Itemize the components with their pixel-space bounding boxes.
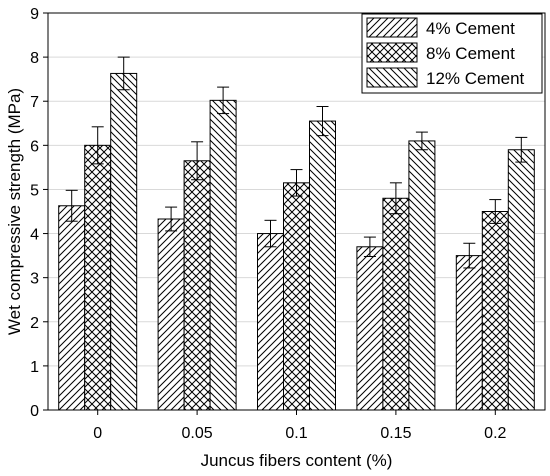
y-axis-ticks: 0 1 2 3 4 5 6 7 8 9 [30,6,48,420]
bar [183,160,211,411]
x-axis-ticks: 0 0.05 0.1 0.15 0.2 [93,410,507,442]
legend-swatch [366,67,418,88]
bar [507,149,535,411]
bar [110,72,138,411]
bar [356,246,384,411]
x-tick-label: 0.15 [380,425,411,442]
legend-label: 4% Cement [426,19,515,38]
y-tick-label: 5 [30,182,39,199]
x-tick-label: 0.2 [484,425,506,442]
legend: 4% Cement 8% Cement 12% Cement [361,13,543,94]
bar [309,120,336,411]
bar [481,211,509,411]
y-tick-label: 7 [30,94,39,111]
y-tick-label: 2 [30,315,39,332]
error-bars [65,56,528,269]
y-tick-label: 3 [30,271,39,288]
bar [382,197,410,411]
bar [257,233,284,411]
legend-swatch [366,17,418,38]
bar [408,140,436,411]
bar [455,255,483,411]
bar [283,182,310,411]
legend-swatch [366,42,418,63]
x-tick-label: 0.05 [182,425,213,442]
y-tick-label: 1 [30,359,39,376]
y-axis-label: Wet compressive strength (MPa) [5,88,24,335]
x-axis-label: Juncus fibers content (%) [201,451,393,470]
legend-label: 8% Cement [426,44,515,63]
bars [58,72,535,411]
y-tick-label: 8 [30,50,39,67]
y-tick-label: 0 [30,403,39,420]
bar [58,205,86,411]
x-tick-label: 0 [93,425,102,442]
y-tick-label: 4 [30,227,39,244]
y-tick-label: 9 [30,6,39,23]
x-tick-label: 0.1 [285,425,307,442]
bar [209,99,237,411]
y-tick-label: 6 [30,138,39,155]
bar [157,218,185,411]
bar [84,144,112,411]
legend-label: 12% Cement [426,69,525,88]
